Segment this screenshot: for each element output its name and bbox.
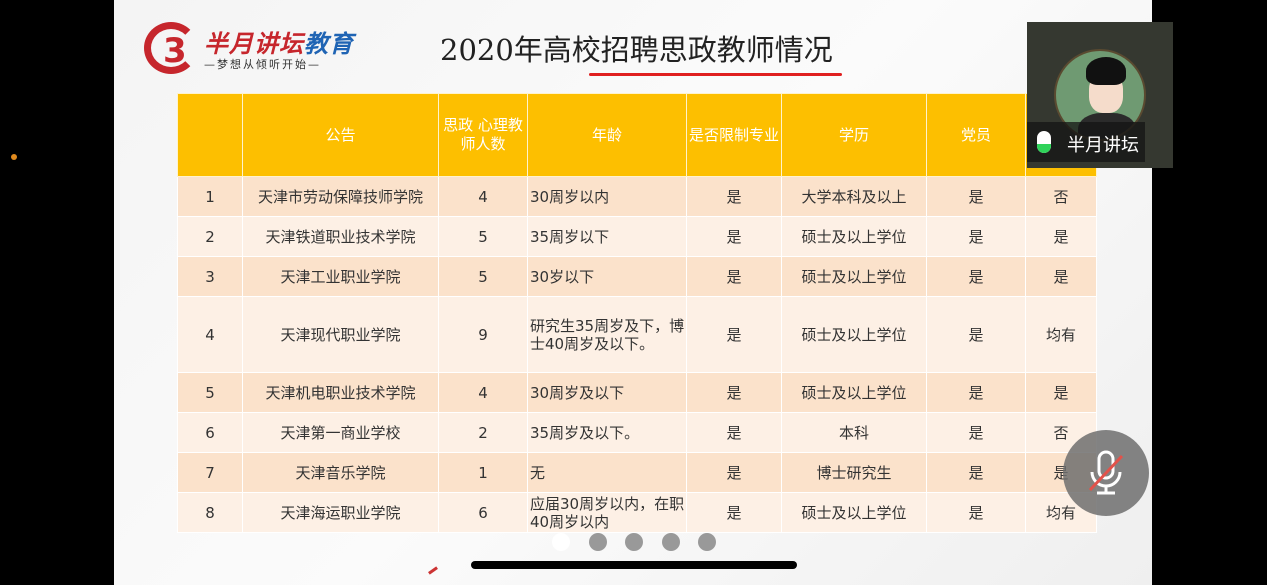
table-cell: 8 [177,492,243,533]
table-cell: 硕士及以上学位 [781,296,927,373]
speaker-name: 半月讲坛 [1067,135,1139,156]
table-cell: 天津第一商业学校 [242,412,439,453]
table-cell: 35周岁以下 [527,216,687,257]
table-cell: 天津铁道职业技术学院 [242,216,439,257]
table-cell: 天津机电职业技术学院 [242,372,439,413]
page-dot[interactable] [625,533,643,551]
table-cell: 是 [1025,216,1097,257]
table-cell: 应届30周岁以内，在职40周岁以内 [527,492,687,533]
table-cell: 是 [686,372,782,413]
table-cell: 是 [926,296,1026,373]
page-dot[interactable] [588,533,607,551]
page-dot[interactable] [661,533,680,551]
table-cell: 5 [177,372,243,413]
table-cell: 本科 [781,412,927,453]
table-cell: 博士研究生 [781,452,927,493]
table-cell: 1 [438,452,528,493]
table-cell: 硕士及以上学位 [781,216,927,257]
page-dot[interactable] [552,533,570,551]
table-cell: 天津海运职业学院 [242,492,439,533]
column-header: 党员 [926,93,1026,177]
table-cell: 研究生35周岁及下，博士40周岁及以下。 [527,296,687,373]
logo-name-blue: 教育 [304,30,354,58]
table-row: 1 天津市劳动保障技师学院 4 30周岁以内是大学本科及以上是否 [177,176,1097,217]
table-cell: 4 [438,176,528,217]
table-cell: 大学本科及以上 [781,176,927,217]
table-cell: 5 [438,216,528,257]
column-header: 年龄 [527,93,687,177]
home-bar[interactable] [471,561,797,569]
logo: 3 半月讲坛教育 —梦想从倾听开始— [144,22,359,74]
table-cell: 无 [527,452,687,493]
table-cell: 是 [1025,256,1097,297]
recruitment-table: 公告 思政 心理教师人数 年龄 是否限制专业 学历 党员 1 天津市劳动保障技师学院 4 30周… [177,93,1097,533]
table-cell: 天津市劳动保障技师学院 [242,176,439,217]
logo-slogan: —梦想从倾听开始— [204,58,321,71]
mic-active-icon [1037,131,1051,153]
slide-title: 2020年高校招聘思政教师情况 [440,33,833,67]
table-cell: 30周岁及以下 [527,372,687,413]
column-header: 公告 [242,93,439,177]
table-cell: 30岁以下 [527,256,687,297]
table-cell: 是 [686,492,782,533]
title-underline [589,73,842,76]
table-cell: 是 [686,256,782,297]
table-cell: 35周岁及以下。 [527,412,687,453]
table-cell: 3 [177,256,243,297]
table-cell: 是 [686,412,782,453]
table-cell: 7 [177,452,243,493]
table-cell: 否 [1025,176,1097,217]
mic-muted-icon [1088,450,1124,495]
table-cell: 30周岁以内 [527,176,687,217]
table-cell: 硕士及以上学位 [781,256,927,297]
table-cell: 均有 [1025,296,1097,373]
table-cell: 2 [177,216,243,257]
column-header [177,93,243,177]
mute-button[interactable] [1063,430,1149,516]
table-cell: 天津音乐学院 [242,452,439,493]
table-cell: 9 [438,296,528,373]
table-row: 8 天津海运职业学院 6 应届30周岁以内，在职40周岁以内是硕士及以上学位是均有 [177,492,1097,533]
logo-name: 半月讲坛 [204,30,304,58]
table-cell: 硕士及以上学位 [781,372,927,413]
table-cell: 硕士及以上学位 [781,492,927,533]
table-cell: 是 [686,296,782,373]
logo-mark-icon: 3 [144,22,198,74]
table-cell: 是 [686,216,782,257]
table-row: 2 天津铁道职业技术学院 5 35周岁以下是硕士及以上学位是是 [177,216,1097,257]
table-cell: 5 [438,256,528,297]
table-cell: 是 [1025,372,1097,413]
table-row: 4 天津现代职业学院 9 研究生35周岁及下，博士40周岁及以下。是硕士及以上学位是均… [177,296,1097,373]
column-header: 思政 心理教师人数 [438,93,528,177]
table-cell: 是 [926,176,1026,217]
table-cell: 是 [926,256,1026,297]
table-cell: 6 [177,412,243,453]
video-tile[interactable]: 半月讲坛 [1027,22,1173,168]
table-cell: 是 [926,412,1026,453]
table-row: 5 天津机电职业技术学院 4 30周岁及以下是硕士及以上学位是是 [177,372,1097,413]
table-row: 7 天津音乐学院 1 无是博士研究生是是 [177,452,1097,493]
table-cell: 2 [438,412,528,453]
video-name-bar: 半月讲坛 [1027,122,1145,162]
table-cell: 是 [926,452,1026,493]
table-cell: 是 [686,452,782,493]
table-row: 6 天津第一商业学校 2 35周岁及以下。是本科是否 [177,412,1097,453]
column-header: 学历 [781,93,927,177]
table-cell: 是 [926,372,1026,413]
page-dot[interactable] [698,533,716,551]
table-cell: 天津工业职业学院 [242,256,439,297]
table-cell: 4 [177,296,243,373]
column-header: 是否限制专业 [686,93,782,177]
table-cell: 是 [686,176,782,217]
table-cell: 是 [926,216,1026,257]
indicator-dot [11,154,17,160]
table-cell: 1 [177,176,243,217]
table-cell: 6 [438,492,528,533]
table-cell: 是 [926,492,1026,533]
table-cell: 4 [438,372,528,413]
table-cell: 天津现代职业学院 [242,296,439,373]
table-row: 3 天津工业职业学院 5 30岁以下是硕士及以上学位是是 [177,256,1097,297]
